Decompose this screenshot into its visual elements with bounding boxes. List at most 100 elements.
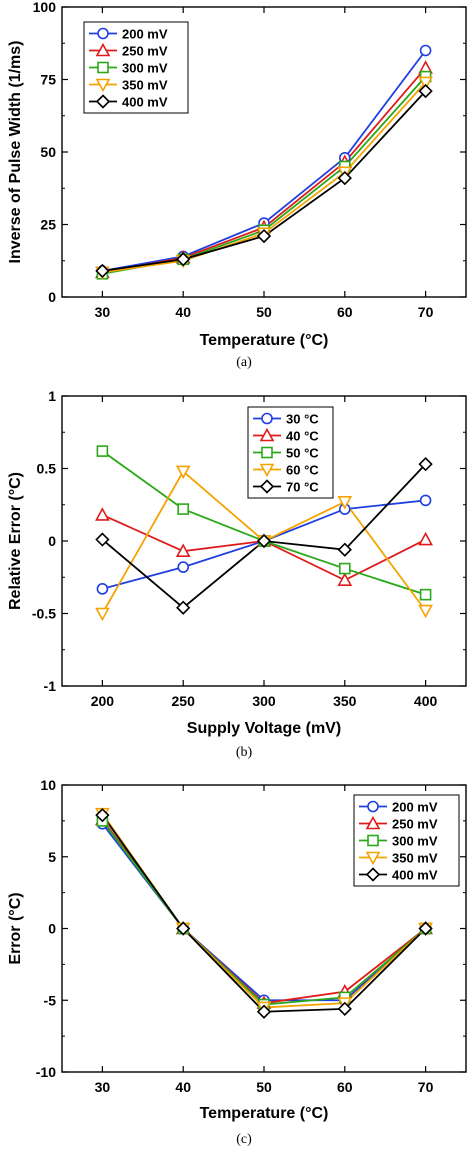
legend-label: 30 °C [286,412,319,427]
data-point [176,921,191,936]
legend-label: 350 mV [392,851,438,866]
data-point [256,1004,272,1019]
legend-marker [261,446,273,459]
legend: 200 mV 250 mV 300 mV 350 mV 400 mV [83,21,189,114]
legend-label: 300 mV [392,834,438,849]
y-tick-label: 0 [48,533,56,549]
y-tick-label: 0 [48,289,56,305]
data-point [95,532,110,547]
data-point [177,503,189,515]
legend-label: 200 mV [392,800,438,815]
x-tick-label: 250 [172,693,196,709]
legend-marker [95,94,111,109]
data-point [338,562,351,575]
y-tick-label: 0 [48,921,56,937]
data-point [175,465,191,480]
y-tick-label: -0.5 [32,606,56,622]
legend-label: 60 °C [286,463,319,478]
legend-marker [259,427,275,442]
chart-panel-0: 30 40 50 60 70 0 25 50 75 100 Temperature (°C) Inve… [7,0,467,370]
data-point [419,494,432,507]
legend-label: 200 mV [122,27,168,42]
chart-panel-1: 200 250 300 350 400 -1 -0.5 0 0.5 1 Supply Voltage… [7,388,467,760]
legend-label: 50 °C [286,446,319,461]
x-axis-label: Temperature (°C) [200,1105,329,1122]
x-tick-label: 350 [333,693,357,709]
legend-marker [261,412,273,425]
y-tick-label: 0.5 [37,461,57,477]
data-point [95,607,110,622]
legend-marker [97,27,109,40]
legend-label: 350 mV [122,78,168,93]
data-point [337,170,352,186]
y-axis-label: Error (°C) [7,892,24,964]
legend-label: 70 °C [286,480,319,495]
data-point [419,588,432,601]
legend-marker [365,815,381,830]
series-line-4 [102,90,427,272]
data-point [418,604,433,619]
x-axis-label: Temperature (°C) [200,332,329,349]
y-axis-label: Inverse of Pulse Width (1/ms) [7,40,24,263]
legend-marker [259,463,275,478]
x-tick-label: 70 [418,1079,434,1095]
data-point [337,1001,352,1016]
data-point [419,44,432,57]
data-point [418,921,433,936]
y-tick-label: 5 [48,849,56,865]
data-point [418,83,433,99]
x-tick-label: 30 [95,304,111,320]
x-tick-label: 40 [175,1079,191,1095]
legend-marker [367,800,379,813]
data-point [418,76,433,91]
legend-label: 400 mV [392,868,438,883]
legend-marker [95,42,111,57]
x-tick-label: 200 [91,693,115,709]
x-tick-label: 300 [252,693,276,709]
y-tick-label: 100 [33,0,57,15]
data-point [176,252,191,267]
x-tick-label: 400 [414,693,438,709]
y-tick-label: -1 [44,678,57,694]
y-tick-label: 75 [40,72,56,88]
data-point [96,583,109,595]
x-tick-label: 70 [418,304,434,320]
legend-marker [97,61,109,74]
legend-label: 400 mV [122,95,168,110]
legend-marker [259,479,275,494]
y-tick-label: 1 [48,388,56,404]
data-point [177,561,189,573]
legend-marker [367,834,379,847]
y-tick-label: 50 [40,144,56,160]
legend-marker [365,851,381,866]
x-tick-label: 50 [256,1079,272,1095]
panel-caption: (a) [236,355,252,370]
y-tick-label: 25 [40,217,56,233]
data-point [337,496,353,510]
data-point [418,531,433,546]
data-point [95,263,110,279]
legend-label: 250 mV [122,44,168,59]
chart-panel-2: 30 40 50 60 70 -10 -5 0 5 10 Temperature (°C) Error… [7,777,467,1147]
legend-marker [95,78,111,93]
legend-label: 300 mV [122,61,168,76]
x-tick-label: 60 [337,1079,353,1095]
panel-caption: (b) [236,745,253,760]
legend: 30 °C 40 °C 50 °C 60 °C 70 °C [247,406,334,499]
legend-marker [365,867,381,882]
x-tick-label: 60 [337,304,353,320]
data-point [95,507,110,521]
x-axis-label: Supply Voltage (mV) [187,720,341,737]
data-point [256,533,272,549]
data-point [95,808,110,823]
legend: 200 mV 250 mV 300 mV 350 mV 400 mV [353,794,460,887]
data-point [256,228,272,244]
y-tick-label: -5 [44,992,57,1008]
data-point [337,542,352,557]
data-point [175,543,191,557]
legend-label: 40 °C [286,429,319,444]
data-point [418,457,433,472]
x-tick-label: 30 [95,1079,111,1095]
data-point [337,572,353,586]
